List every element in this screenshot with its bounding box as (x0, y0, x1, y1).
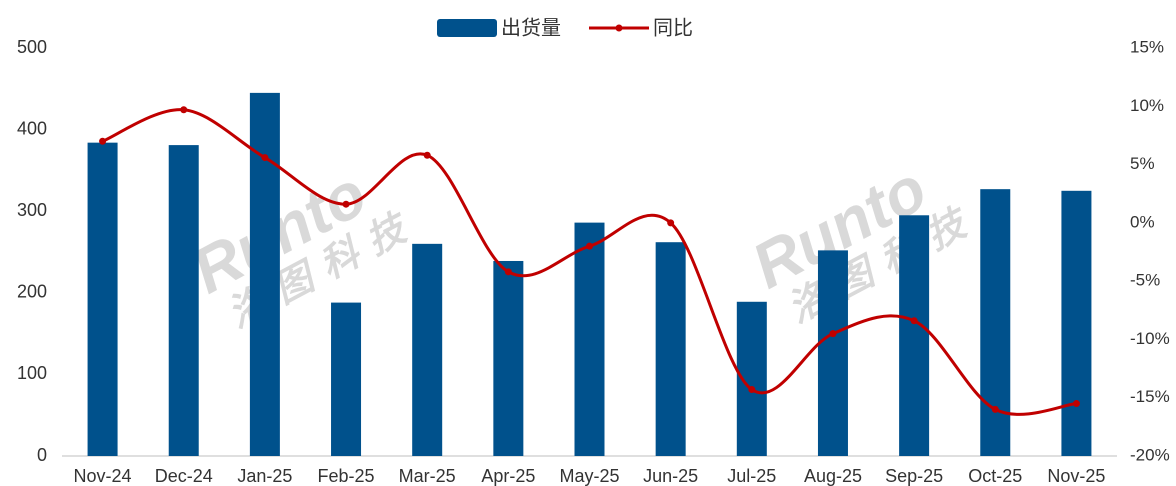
x-tick-label: Aug-25 (804, 466, 862, 486)
bar (980, 189, 1011, 456)
line-point (99, 137, 107, 145)
y2-tick-label: -20% (1130, 445, 1170, 464)
x-tick-label: Dec-24 (155, 466, 213, 486)
x-tick-label: Jul-25 (727, 466, 776, 486)
x-tick-label: Nov-24 (74, 466, 132, 486)
y2-tick-label: -10% (1130, 329, 1170, 348)
y-tick-label: 100 (17, 363, 47, 383)
line-point (261, 154, 269, 162)
y-tick-label: 300 (17, 200, 47, 220)
y-tick-label: 400 (17, 118, 47, 138)
bar (412, 243, 443, 456)
y2-tick-label: -5% (1130, 271, 1160, 290)
x-tick-label: Nov-25 (1047, 466, 1105, 486)
x-tick-label: May-25 (559, 466, 619, 486)
y2-tick-label: 0% (1130, 212, 1155, 231)
bar (331, 302, 362, 456)
bar (817, 250, 848, 456)
x-tick-label: Jan-25 (237, 466, 292, 486)
x-tick-label: Mar-25 (399, 466, 456, 486)
legend-swatch (437, 19, 497, 37)
x-tick-label: Jun-25 (643, 466, 698, 486)
bar (899, 215, 930, 456)
line-point (180, 106, 188, 114)
bar (87, 142, 118, 456)
bar (655, 242, 686, 456)
line-point (423, 151, 431, 159)
x-tick-label: Oct-25 (968, 466, 1022, 486)
y2-tick-label: 10% (1130, 96, 1164, 115)
x-tick-label: Apr-25 (481, 466, 535, 486)
y-tick-label: 200 (17, 282, 47, 302)
bar (168, 145, 199, 456)
legend-label: 同比 (653, 16, 693, 39)
bar (574, 222, 605, 456)
y-tick-label: 0 (37, 445, 47, 465)
line-point (910, 317, 918, 325)
line-point (342, 200, 350, 208)
line-point (748, 386, 756, 394)
x-tick-label: Sep-25 (885, 466, 943, 486)
y2-tick-label: 5% (1130, 154, 1155, 173)
line-point (1072, 400, 1080, 408)
y2-tick-label: -15% (1130, 387, 1170, 406)
legend-label: 出货量 (501, 16, 561, 39)
bar (1061, 190, 1092, 457)
bar (249, 92, 280, 456)
y-tick-label: 500 (17, 37, 47, 57)
line-point (829, 330, 837, 338)
legend-swatch (615, 24, 623, 32)
y2-tick-label: 15% (1130, 37, 1164, 56)
x-tick-label: Feb-25 (318, 466, 375, 486)
line-point (991, 405, 999, 413)
bar (493, 260, 524, 456)
line-point (586, 242, 593, 250)
line-point (667, 219, 675, 227)
line-point (504, 268, 512, 276)
